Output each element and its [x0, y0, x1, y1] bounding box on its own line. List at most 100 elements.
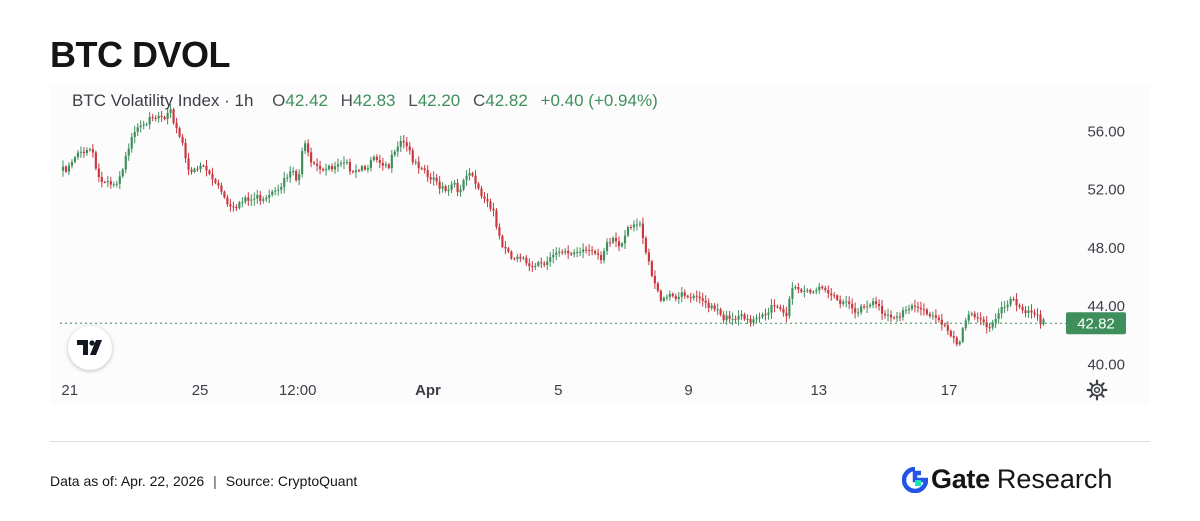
candle-body	[719, 309, 722, 315]
candle-body	[576, 251, 579, 253]
candle-body	[815, 290, 818, 292]
candle-body	[64, 166, 68, 172]
candle-body	[217, 182, 220, 186]
candle-body	[839, 299, 842, 304]
candle-body	[585, 249, 588, 251]
candle-body	[713, 305, 716, 310]
candle-body	[184, 143, 187, 159]
candle-body	[722, 314, 725, 321]
candle-body	[187, 158, 190, 170]
candle-body	[115, 183, 118, 185]
last-price-label: 42.82	[1077, 315, 1115, 332]
candle-body	[402, 140, 405, 143]
open-label: O	[272, 91, 286, 110]
candle-body	[794, 287, 797, 289]
candle-body	[166, 112, 169, 120]
candle-body	[208, 170, 211, 174]
candle-body	[800, 289, 803, 292]
candle-body	[806, 290, 809, 292]
candle-body	[292, 171, 295, 173]
candle-body	[375, 156, 378, 160]
candle-body	[638, 223, 642, 225]
high-value: 42.83	[352, 91, 396, 110]
candle-body	[477, 183, 480, 189]
x-tick-label: 9	[684, 382, 692, 399]
candle-body	[109, 181, 112, 185]
candle-body	[883, 313, 887, 316]
candle-body	[689, 297, 692, 299]
candle-body	[474, 175, 477, 184]
candle-body	[967, 314, 970, 321]
tradingview-logo-icon[interactable]	[68, 326, 112, 370]
x-tick-label: 12:00	[279, 382, 317, 399]
candle-body	[895, 316, 899, 318]
candle-body	[752, 319, 755, 323]
candle-body	[824, 288, 827, 291]
candle-body	[1042, 319, 1045, 325]
candle-body	[1039, 314, 1042, 325]
candle-body	[892, 317, 896, 319]
candle-body	[617, 241, 621, 247]
candle-body	[737, 316, 740, 320]
candle-body	[223, 191, 226, 198]
candle-body	[1009, 298, 1012, 305]
candle-body	[880, 306, 884, 314]
candle-body	[501, 235, 504, 247]
candle-body	[716, 309, 719, 311]
candle-body	[1021, 306, 1024, 311]
candle-body	[82, 151, 85, 153]
candle-body	[898, 316, 902, 318]
candle-body	[567, 250, 570, 254]
candle-body	[378, 159, 381, 163]
candle-body	[318, 165, 322, 170]
candle-body	[360, 166, 364, 171]
candle-body	[647, 252, 650, 262]
candle-body	[770, 305, 773, 313]
candle-body	[202, 165, 205, 167]
candle-body	[172, 109, 175, 123]
page-title: BTC DVOL	[50, 34, 231, 75]
candle-body	[504, 246, 507, 249]
candle-body	[384, 164, 387, 166]
candle-body	[286, 177, 289, 179]
candle-body	[363, 166, 366, 170]
candle-body	[674, 296, 677, 299]
candle-body	[827, 290, 830, 294]
candle-body	[764, 314, 767, 316]
candle-body	[369, 160, 372, 169]
candle-body	[650, 261, 653, 276]
candle-body	[614, 238, 618, 242]
candle-body	[579, 251, 582, 253]
candle-body	[181, 136, 184, 144]
candle-body	[863, 306, 866, 308]
gear-icon[interactable]	[1086, 379, 1108, 401]
candle-body	[250, 199, 253, 201]
candle-body	[886, 314, 890, 316]
candle-body	[262, 199, 265, 201]
candle-body	[797, 287, 800, 290]
candle-body	[860, 306, 863, 313]
candle-body	[707, 302, 710, 308]
low-value: 42.20	[417, 91, 461, 110]
candle-body	[677, 296, 680, 299]
candle-body	[124, 155, 127, 170]
candle-body	[522, 257, 525, 259]
candle-body	[558, 251, 561, 253]
candle-body	[809, 290, 812, 293]
x-tick-label: 25	[192, 382, 209, 399]
brand: Gate Research	[902, 464, 1112, 495]
candle-body	[785, 312, 788, 317]
candle-body	[848, 301, 851, 304]
candle-body	[937, 317, 940, 320]
candle-body	[875, 301, 878, 304]
candle-body	[450, 184, 453, 190]
candle-body	[1006, 304, 1009, 307]
chart-panel[interactable]	[50, 84, 1150, 406]
candle-body	[594, 251, 597, 254]
candle-body	[483, 196, 486, 200]
candle-body	[761, 314, 764, 318]
candle-body	[73, 157, 77, 163]
candle-body	[821, 286, 824, 289]
candle-body	[680, 292, 683, 297]
